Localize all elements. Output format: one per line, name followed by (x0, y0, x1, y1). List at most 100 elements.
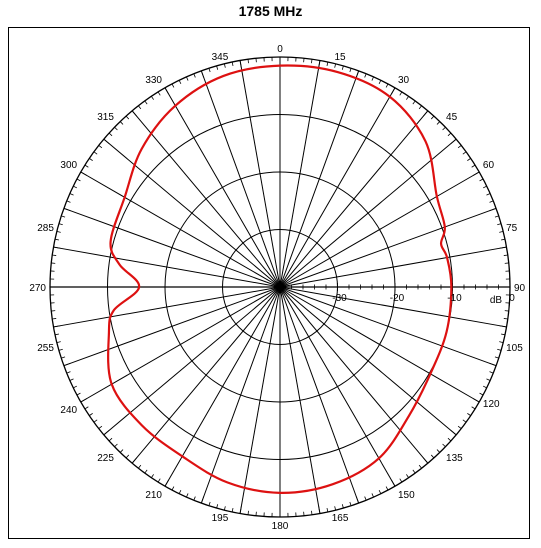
outer-tick (494, 356, 499, 359)
outer-tick (193, 496, 196, 501)
angle-label: 315 (97, 112, 114, 123)
outer-tick (326, 61, 329, 67)
outer-tick (391, 87, 396, 95)
outer-tick (223, 506, 226, 511)
outer-tick (138, 464, 142, 469)
outer-tick (489, 200, 494, 203)
outer-tick (457, 425, 462, 429)
grid-spoke (200, 286, 281, 504)
outer-tick (52, 254, 57, 256)
outer-tick (103, 138, 110, 144)
outer-tick (471, 406, 476, 410)
outer-tick (486, 193, 491, 196)
outer-tick (447, 132, 452, 137)
outer-tick (447, 437, 452, 442)
outer-tick (334, 506, 337, 511)
outer-tick (430, 115, 435, 120)
outer-tick (489, 362, 497, 367)
outer-tick (208, 501, 211, 506)
outer-tick (430, 454, 435, 459)
angle-label: 255 (37, 343, 54, 354)
outer-tick (53, 325, 61, 328)
outer-tick (73, 385, 78, 389)
outer-tick (54, 333, 60, 336)
outer-tick (157, 91, 161, 96)
outer-tick (385, 486, 389, 491)
radial-label: -20 (390, 293, 405, 304)
angle-label: 345 (212, 52, 229, 63)
grid-spoke (279, 286, 480, 403)
outer-tick (442, 126, 446, 131)
outer-tick (231, 507, 234, 513)
outer-tick (482, 185, 487, 189)
grid-spoke (63, 286, 281, 367)
grid-spoke (279, 246, 507, 288)
grid-spoke (279, 286, 360, 504)
outer-tick (364, 73, 367, 78)
angle-label: 120 (483, 399, 500, 410)
grid-spoke (103, 138, 281, 288)
angle-label: 135 (446, 453, 463, 464)
unit-label: dB (490, 295, 503, 306)
outer-tick (125, 115, 130, 120)
outer-tick (418, 464, 422, 469)
grid-spoke (279, 87, 396, 288)
outer-tick (341, 65, 344, 70)
outer-tick (499, 325, 507, 328)
angle-label: 195 (212, 513, 229, 524)
outer-tick (247, 510, 249, 515)
outer-tick (482, 385, 487, 389)
outer-tick (334, 63, 337, 68)
outer-tick (52, 318, 57, 320)
series-layer (107, 64, 453, 494)
outer-tick (391, 479, 396, 487)
outer-tick (349, 68, 352, 73)
angle-label: 105 (506, 343, 523, 354)
outer-tick (494, 215, 499, 218)
outer-tick (467, 413, 471, 416)
grid-spoke (279, 286, 321, 514)
outer-tick (114, 126, 118, 131)
outer-tick (58, 223, 63, 226)
outer-tick (239, 506, 242, 514)
outer-tick (89, 158, 93, 161)
angle-label: 0 (277, 44, 283, 55)
grid-spoke (279, 286, 507, 328)
outer-tick (436, 449, 441, 453)
outer-tick (418, 105, 422, 110)
radial-label: -30 (332, 293, 347, 304)
outer-tick (436, 121, 441, 125)
angle-label: 150 (398, 490, 415, 501)
outer-tick (131, 457, 137, 464)
outer-tick (157, 478, 161, 483)
angle-label: 285 (37, 223, 54, 234)
outer-tick (76, 178, 81, 182)
outer-tick (200, 496, 205, 504)
outer-tick (151, 96, 154, 100)
grid-spoke (131, 286, 281, 464)
outer-tick (131, 110, 137, 117)
outer-tick (114, 443, 118, 448)
outer-tick (467, 158, 471, 161)
outer-tick (216, 65, 219, 70)
outer-tick (239, 60, 242, 68)
outer-tick (486, 378, 491, 381)
outer-tick (318, 60, 321, 68)
outer-tick (63, 362, 71, 367)
outer-tick (489, 207, 497, 212)
grid-spoke (103, 286, 281, 436)
outer-tick (399, 91, 403, 96)
outer-tick (63, 207, 71, 212)
chart-title: 1785 MHz (238, 3, 303, 19)
outer-tick (450, 138, 457, 144)
angle-label: 300 (60, 160, 77, 171)
outer-tick (371, 493, 374, 498)
outer-tick (406, 96, 409, 100)
outer-tick (472, 398, 480, 403)
outer-tick (399, 478, 403, 483)
outer-tick (450, 430, 457, 436)
grid-spoke (279, 70, 360, 288)
outer-tick (61, 215, 66, 218)
outer-tick (497, 223, 502, 226)
